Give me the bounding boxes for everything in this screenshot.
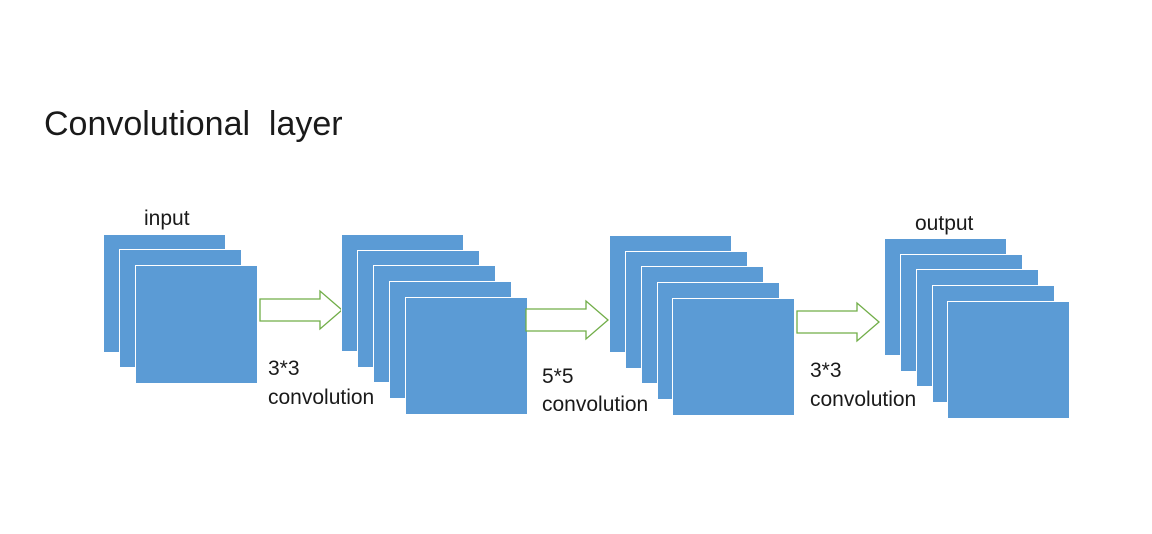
output-label: output [915, 212, 974, 235]
step-2-kernel-size: 5*5 [542, 365, 574, 388]
input-label: input [144, 207, 190, 230]
step-3-operation: convolution [810, 388, 917, 411]
step-1-kernel-size: 3*3 [268, 357, 300, 380]
right-arrow-icon [525, 299, 609, 341]
feature-map [672, 298, 795, 416]
step-1-operation: convolution [268, 386, 375, 409]
right-arrow-icon [259, 289, 343, 331]
right-arrow-icon [796, 301, 880, 343]
feature-map [405, 297, 528, 415]
diagram-title: Convolutional layer [44, 105, 343, 143]
feature-map [947, 301, 1070, 419]
feature-map [135, 265, 258, 384]
step-3-kernel-size: 3*3 [810, 359, 842, 382]
step-2-operation: convolution [542, 393, 649, 416]
